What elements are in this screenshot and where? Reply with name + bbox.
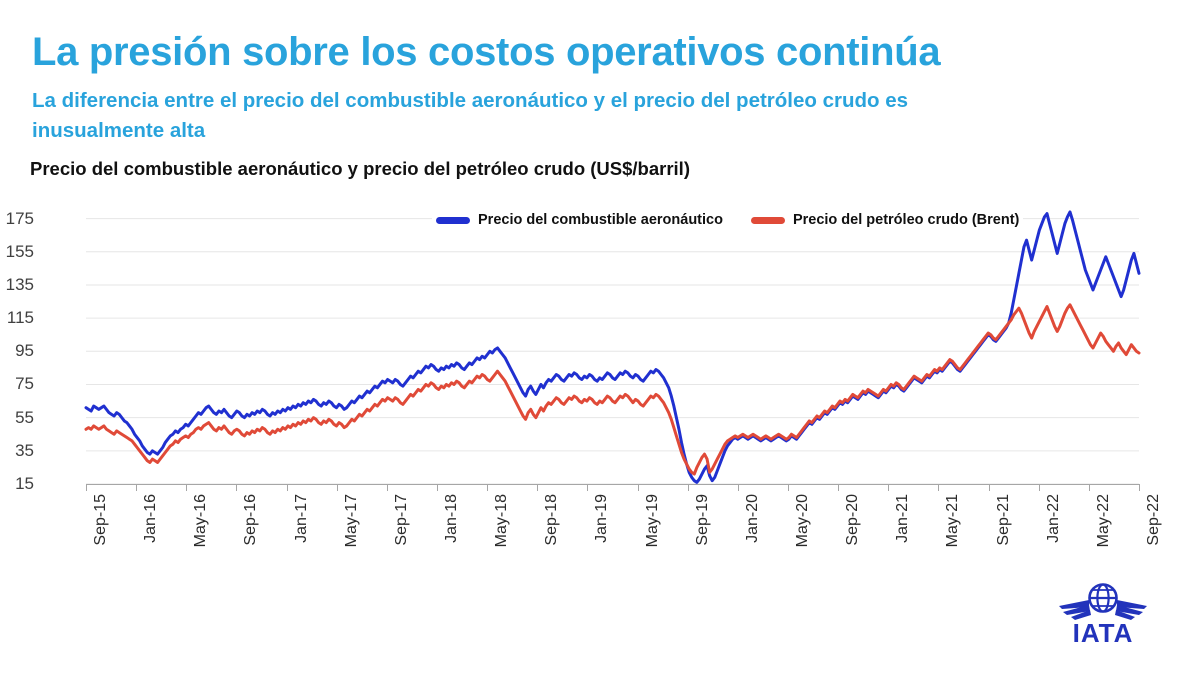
x-axis-tick-label: Jan-16	[142, 494, 160, 543]
y-axis-tick-label: 135	[5, 274, 34, 294]
x-axis-tick-label: Jan-20	[743, 494, 761, 543]
x-axis-tick-label: Sep-19	[693, 494, 711, 546]
y-axis-tick-label: 155	[5, 241, 34, 261]
plot-area	[86, 202, 1139, 484]
y-axis-tick-label: 115	[6, 308, 34, 328]
x-axis-tick-label: May-20	[794, 494, 811, 548]
page-subtitle: La diferencia entre el precio del combus…	[32, 89, 909, 142]
legend-item-jet-fuel[interactable]: Precio del combustible aeronáutico	[436, 212, 723, 228]
series-line-jet-fuel	[86, 212, 1139, 482]
x-axis-tick-mark	[737, 484, 739, 491]
chart-container: 15 35 55 75 95 115 135 155 175 Sep-15 Jan-16 May-1…	[0, 190, 1187, 570]
x-axis-tick-mark	[587, 484, 589, 491]
x-axis-tick-mark	[186, 484, 188, 491]
legend-label-jet-fuel: Precio del combustible aeronáutico	[478, 212, 723, 228]
x-axis-tick-mark	[437, 484, 438, 491]
x-axis-tick-mark	[86, 484, 87, 491]
series-line-crude	[86, 305, 1139, 474]
x-axis-tick-mark	[838, 484, 840, 491]
y-axis-tick-label: 95	[15, 341, 34, 361]
x-axis-tick-label: Sep-15	[92, 494, 109, 546]
legend-swatch-jet-fuel	[436, 216, 470, 224]
x-axis-tick-label: May-18	[493, 494, 511, 548]
x-axis-tick-label: Jan-17	[292, 494, 310, 543]
x-axis-tick-mark	[637, 484, 639, 491]
x-axis-tick-mark	[988, 484, 990, 491]
y-axis-tick-label: 75	[15, 374, 34, 394]
x-axis-tick-label: Sep-22	[1145, 494, 1162, 546]
x-axis-tick-label: Sep-20	[844, 494, 862, 546]
y-axis-labels: 15 35 55 75 95 115 135 155 175	[0, 202, 1139, 493]
x-axis-tick-label: May-16	[192, 494, 210, 548]
x-axis-tick-label: Jan-21	[894, 494, 912, 543]
series-canvas	[86, 202, 1139, 484]
y-axis-tick-label: 35	[15, 440, 34, 460]
x-axis-tick-mark	[136, 484, 138, 491]
x-axis-tick-label: May-21	[944, 494, 962, 548]
x-axis-tick-label: Jan-18	[443, 494, 460, 543]
x-axis-tick-label: May-19	[643, 494, 661, 548]
x-axis-labels: Sep-15 Jan-16 May-16 Sep-16 Jan-17 May-17 Sep-…	[86, 484, 1162, 574]
x-axis-tick-mark	[487, 484, 489, 491]
legend-label-crude: Precio del petróleo crudo (Brent)	[792, 212, 1020, 228]
y-axis-tick-label: 55	[15, 407, 34, 427]
x-axis-tick-mark	[1088, 484, 1090, 491]
page-title: La presión sobre los costos operativos c…	[32, 30, 941, 74]
iata-logo: IATA	[1049, 578, 1157, 646]
x-axis-tick-mark	[1139, 484, 1140, 491]
x-axis-tick-mark	[537, 484, 539, 491]
chart-heading: Precio del combustible aeronáutico y pre…	[30, 158, 690, 179]
iata-logo-icon: IATA	[1059, 583, 1147, 646]
x-axis-tick-mark	[888, 484, 890, 491]
x-axis-tick-label: Sep-21	[994, 494, 1012, 546]
x-axis-tick-label: Sep-16	[242, 494, 260, 546]
legend-swatch-crude	[750, 216, 785, 224]
x-axis-tick-mark	[286, 484, 288, 491]
x-axis-tick-mark	[938, 484, 940, 491]
x-axis-tick-label: Jan-19	[593, 494, 611, 543]
svg-text:IATA: IATA	[1073, 618, 1134, 646]
y-axis-tick-label: 15	[15, 474, 34, 493]
x-axis-tick-mark	[236, 484, 238, 491]
x-axis-tick-label: May-17	[342, 494, 360, 548]
legend-item-crude[interactable]: Precio del petróleo crudo (Brent)	[750, 212, 1020, 228]
x-axis-tick-mark	[386, 484, 388, 491]
x-axis-tick-mark	[687, 484, 689, 491]
x-axis-tick-label: Sep-18	[543, 494, 561, 546]
chart-legend: Precio del combustible aeronáutico Preci…	[432, 210, 1024, 230]
x-axis-tick-mark	[336, 484, 338, 491]
y-axis-tick-label: 175	[5, 208, 34, 228]
x-axis-tick-label: Sep-17	[392, 494, 410, 546]
x-axis-tick-label: May-22	[1094, 494, 1112, 548]
x-axis-tick-label: Jan-22	[1044, 494, 1062, 543]
x-axis-tick-mark	[1038, 484, 1040, 491]
x-axis-line	[86, 484, 1139, 485]
x-axis-tick-mark	[788, 484, 789, 491]
